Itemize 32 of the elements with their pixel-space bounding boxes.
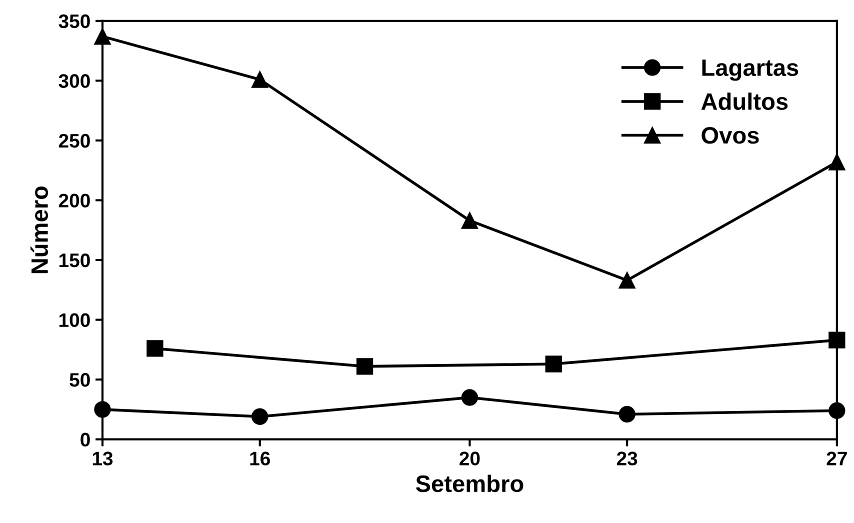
legend-label: Lagartas [702,60,798,81]
legend-label: Adultos [701,92,788,110]
x-tick-label: 13 [92,452,113,466]
y-tick-label: 100 [59,313,90,328]
point [252,408,268,425]
x-tick-label: 23 [616,452,638,466]
legend-label: Ovos [702,127,759,144]
point [618,406,636,423]
y-tick-label: 0 [80,432,90,447]
point [356,358,374,375]
point [828,332,846,348]
y-tick-label: 300 [58,74,90,88]
x-axis-title: Setembro [416,474,524,492]
x-tick-label: 16 [250,452,270,466]
y-tick-label: 50 [70,373,90,387]
y-tick-label: 200 [58,194,90,208]
point [461,212,478,229]
point [146,340,164,357]
point [828,154,846,170]
point [618,272,636,289]
point [828,402,846,419]
x-tick-label: 20 [460,452,480,466]
y-axis-title: Número [30,186,48,274]
point [94,401,111,418]
x-tick-label: 27 [826,452,847,466]
y-tick-label: 250 [58,134,90,148]
y-tick-label: 150 [59,253,90,268]
point [252,71,268,88]
point [545,356,562,372]
point [461,389,478,406]
point [94,28,111,45]
y-tick-label: 350 [58,14,90,28]
